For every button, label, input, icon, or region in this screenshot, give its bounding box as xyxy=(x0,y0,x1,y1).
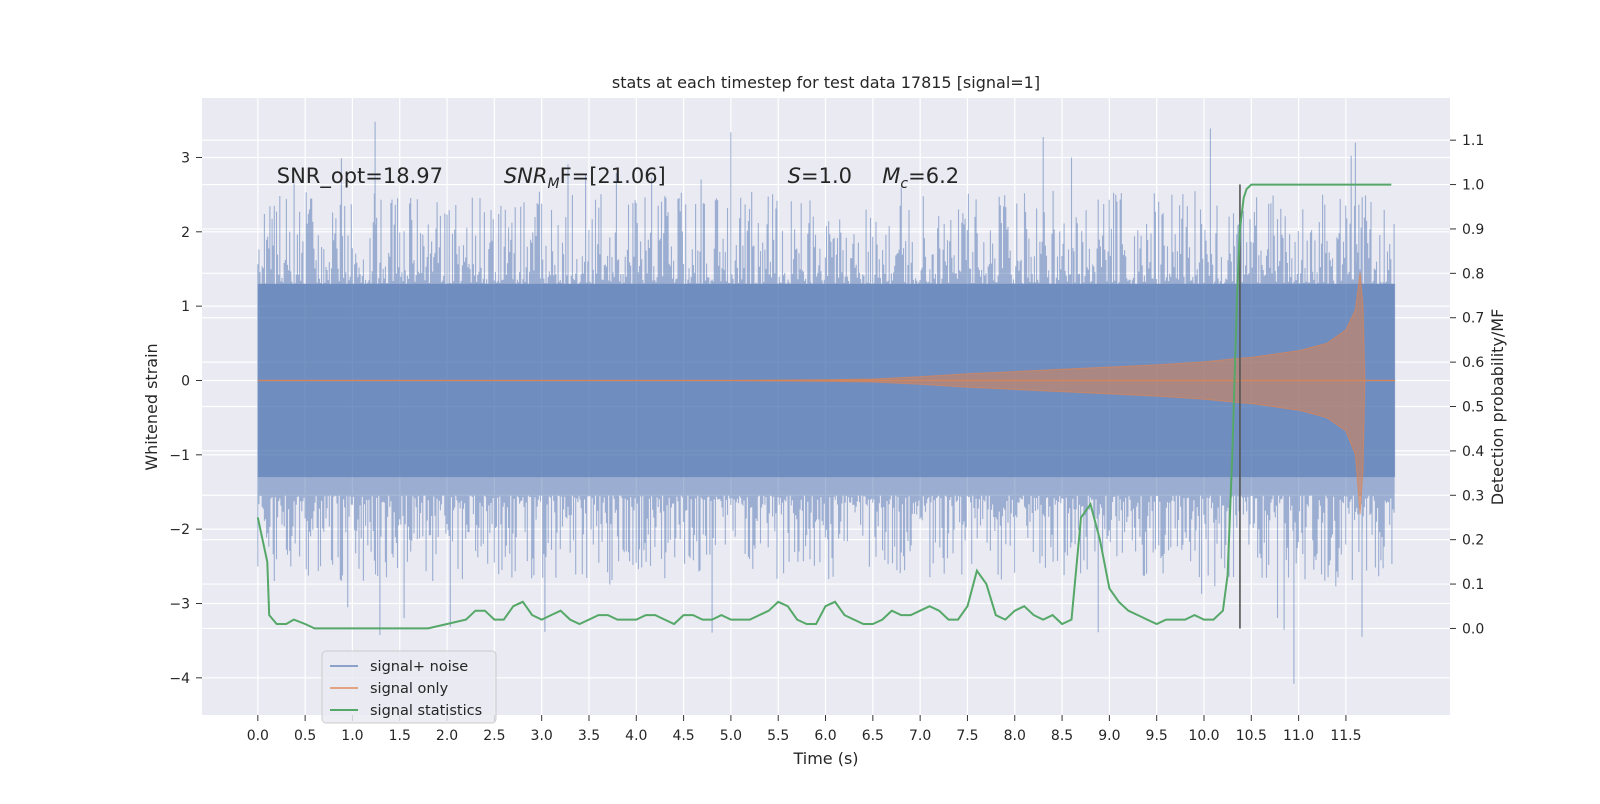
y2-tick-label: 1.0 xyxy=(1462,178,1484,194)
y-tick-label: −2 xyxy=(169,522,190,538)
y2-tick-label: 0.9 xyxy=(1462,222,1484,238)
legend: signal+ noise signal only signal statistic… xyxy=(321,650,497,724)
x-tick-label: 0.5 xyxy=(294,728,316,744)
y2-tick-label: 1.1 xyxy=(1462,133,1484,149)
signal-statistics-line xyxy=(256,183,1392,630)
legend-box xyxy=(321,650,497,724)
legend-label: signal statistics xyxy=(370,703,482,719)
x-tick-label: 1.0 xyxy=(341,728,363,744)
x-tick-label: 6.0 xyxy=(814,728,836,744)
y2-axis-label: Detection probability/MF xyxy=(1488,309,1507,506)
y2-tick-label: 0.6 xyxy=(1462,355,1484,371)
y-tick-label: 2 xyxy=(181,225,190,241)
y-tick-label: 0 xyxy=(181,373,190,389)
y2-tick-label: 0.3 xyxy=(1462,488,1484,504)
x-tick-label: 5.0 xyxy=(720,728,742,744)
data-layer xyxy=(256,121,1396,684)
y2-tick-label: 0.5 xyxy=(1462,400,1484,416)
x-tick-label: 7.5 xyxy=(956,728,978,744)
y-axis-label: Whitened strain xyxy=(142,343,161,470)
annotation-snr-opt: SNR_opt=18.97 xyxy=(277,164,443,189)
annotations: SNR_opt=18.97 SNRMF=[21.06] S=1.0 Mc=6.2 xyxy=(277,164,959,192)
y-tick-label: −4 xyxy=(169,671,190,687)
x-tick-label: 8.0 xyxy=(1004,728,1026,744)
y2-tick-label: 0.8 xyxy=(1462,266,1484,282)
annotation-mc-value: Mc=6.2 xyxy=(882,164,959,192)
chart-title: stats at each timestep for test data 178… xyxy=(612,73,1040,92)
y-tick-label: −1 xyxy=(169,448,190,464)
y2-tick-label: 0.7 xyxy=(1462,311,1484,327)
x-tick-label: 6.5 xyxy=(862,728,884,744)
x-tick-label: 10.5 xyxy=(1236,728,1267,744)
legend-label: signal+ noise xyxy=(370,659,468,675)
y-tick-label: 1 xyxy=(181,299,190,315)
y-tick-label: 3 xyxy=(181,150,190,166)
annotation-snr-mf: SNRMF=[21.06] xyxy=(504,164,666,192)
y-tick-label: −3 xyxy=(169,596,190,612)
annotation-s-value: S=1.0 xyxy=(788,164,852,188)
x-axis-label: Time (s) xyxy=(792,749,858,768)
axes: 0.0 0.5 1.0 1.5 2.0 2.5 3.0 3.5 4.0 4.5 5.0 5.5 6.0 6… xyxy=(169,133,1484,744)
x-tick-label: 8.5 xyxy=(1051,728,1073,744)
x-tick-label: 10.0 xyxy=(1188,728,1219,744)
x-tick-label: 0.0 xyxy=(247,728,269,744)
x-tick-label: 3.5 xyxy=(578,728,600,744)
x-tick-label: 11.5 xyxy=(1330,728,1361,744)
y2-tick-label: 0.2 xyxy=(1462,533,1484,549)
x-tick-label: 9.5 xyxy=(1146,728,1168,744)
x-tick-label: 4.0 xyxy=(625,728,647,744)
x-tick-label: 9.0 xyxy=(1098,728,1120,744)
signal-only-line xyxy=(257,272,1396,515)
x-tick-label: 2.0 xyxy=(436,728,458,744)
x-tick-label: 7.0 xyxy=(909,728,931,744)
y2-tick-label: 0.4 xyxy=(1462,444,1484,460)
x-tick-label: 2.5 xyxy=(483,728,505,744)
x-tick-label: 4.5 xyxy=(672,728,694,744)
x-tick-label: 11.0 xyxy=(1283,728,1314,744)
x-tick-label: 3.0 xyxy=(531,728,553,744)
y2-tick-label: 0.1 xyxy=(1462,577,1484,593)
legend-label: signal only xyxy=(370,681,449,697)
y2-tick-label: 0.0 xyxy=(1462,621,1484,637)
x-tick-label: 5.5 xyxy=(767,728,789,744)
x-tick-label: 1.5 xyxy=(389,728,411,744)
